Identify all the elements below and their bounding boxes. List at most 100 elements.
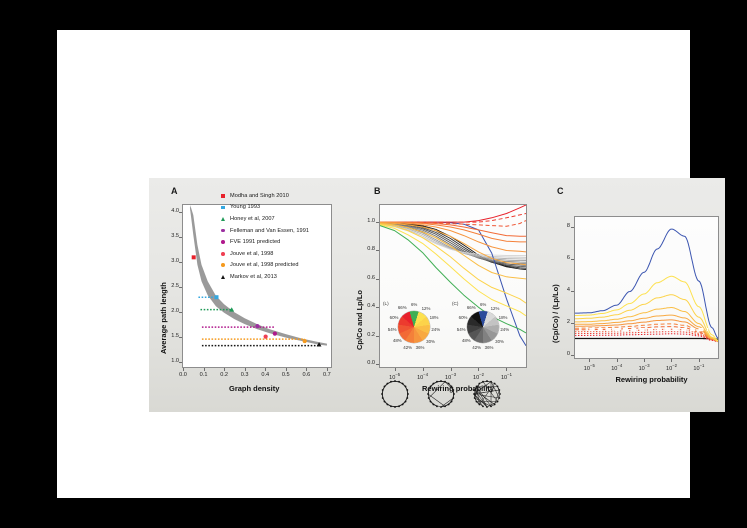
panel-b-y-tick: 0.0 xyxy=(367,360,375,367)
pie-slice-label: 12% xyxy=(421,305,431,311)
panel-b-y-axis-label: Cp/Co and Lp/Lo xyxy=(355,290,364,350)
panel-b-x-tick: 10−2 xyxy=(472,372,484,381)
panel-c-x-tickmark xyxy=(671,359,673,362)
panel-b-x-tickmark xyxy=(422,368,424,371)
panel-c-x-tick: 10−5 xyxy=(583,363,595,372)
panel-c-y-tick: 4 xyxy=(566,286,570,293)
panel-b-x-tickmark xyxy=(506,368,508,371)
panel-a: A Average path length Graph density 1.0 1… xyxy=(149,178,349,412)
panel-b-y-tick: 0.2 xyxy=(367,331,375,338)
panel-a-plot-area xyxy=(182,204,332,368)
legend-marker-icon xyxy=(219,227,227,235)
pie-slice-label: 42% xyxy=(472,345,482,351)
panel-a-y-axis-label: Average path length xyxy=(159,282,168,354)
panel-a-x-tick: 0.7 xyxy=(322,372,331,378)
panel-b-y-tickmark xyxy=(376,364,379,366)
panel-a-x-tick: 0.1 xyxy=(199,372,208,378)
figure-composite: A Average path length Graph density 1.0 1… xyxy=(149,178,725,412)
legend-label: Jouve et al, 1998 xyxy=(230,250,274,257)
panel-a-y-tick: 4.0 xyxy=(171,208,179,215)
panel-c-letter: C xyxy=(557,186,564,196)
panel-c-plot-area xyxy=(574,216,719,359)
panel-c-y-tick: 0 xyxy=(566,350,570,357)
pie-slice-label: 30% xyxy=(495,338,504,344)
panel-a-y-tickmark xyxy=(179,362,182,363)
legend-item: Honey et al, 2007 xyxy=(219,213,309,225)
pie-slice-label: 24% xyxy=(431,327,441,333)
panel-c-x-tick: 10−4 xyxy=(611,363,623,372)
legend-marker-icon xyxy=(219,215,227,223)
panel-a-y-tickmark xyxy=(179,262,182,264)
panel-a-x-tickmark xyxy=(285,368,287,371)
pie-l-disc xyxy=(398,311,430,343)
panel-c-y-tick: 2 xyxy=(566,318,570,325)
panel-b-x-tick: 10−4 xyxy=(417,372,429,381)
panel-a-y-tickmark xyxy=(179,287,182,289)
panel-a-y-tick: 2.5 xyxy=(171,283,179,290)
legend-item: FVE 1991 predicted xyxy=(219,236,309,248)
pie-slice-label: 12% xyxy=(490,305,500,311)
panel-c-x-tickmark xyxy=(616,359,618,362)
panel-c-x-tickmark xyxy=(698,359,700,362)
panel-c-y-tickmark xyxy=(571,290,574,292)
legend-marker-icon xyxy=(219,261,227,269)
panel-b-y-tickmark xyxy=(376,335,379,337)
panel-b-y-tick: 0.8 xyxy=(367,246,375,253)
pie-c-disc xyxy=(467,311,499,343)
panel-a-x-tickmark xyxy=(306,368,308,371)
panel-a-x-tick: 0.3 xyxy=(240,372,249,378)
pie-slice-label: 60% xyxy=(458,314,468,320)
panel-b-y-tickmark xyxy=(376,278,379,280)
panel-c-y-tickmark xyxy=(571,258,574,260)
panel-b-x-axis-label: Rewiring probability xyxy=(422,384,495,393)
panel-a-y-tick: 3.0 xyxy=(171,258,179,265)
legend-label: Young 1993 xyxy=(230,204,261,211)
panel-b-x-tickmark xyxy=(450,368,452,371)
legend-item: Jouve et al, 1998 predicted xyxy=(219,260,309,272)
legend-label: Modha and Singh 2010 xyxy=(230,192,289,199)
pie-c-tag: (C) xyxy=(452,301,459,306)
panel-a-y-tick: 1.0 xyxy=(171,358,179,364)
panel-b-y-tickmark xyxy=(376,307,379,309)
panel-b-x-tick: 10−3 xyxy=(445,372,457,381)
panel-a-y-tick: 3.5 xyxy=(171,233,179,240)
pie-slice-label: 18% xyxy=(498,314,508,320)
panel-c-y-tickmark xyxy=(571,226,574,228)
panel-c-y-tick: 6 xyxy=(566,254,570,261)
panel-a-x-tickmark xyxy=(265,368,267,371)
panel-c-x-tick: 10−1 xyxy=(693,363,705,372)
legend-item: Young 1993 xyxy=(219,202,309,214)
panel-a-y-tickmark xyxy=(179,237,182,239)
panel-a-x-tickmark xyxy=(224,368,226,371)
pie-slice-label: 60% xyxy=(389,314,399,320)
pie-slice-label: 66% xyxy=(466,305,476,311)
network-diagram-random xyxy=(465,374,509,414)
panel-c-y-tick: 8 xyxy=(566,222,570,229)
legend-label: FVE 1991 predicted xyxy=(230,239,281,246)
panel-c-y-axis-label: (Cp/Co) / (Lp/Lo) xyxy=(551,284,560,343)
panel-b-x-tickmark xyxy=(394,368,396,371)
pie-slice-label: 30% xyxy=(426,338,435,344)
panel-a-y-tickmark xyxy=(179,212,182,214)
panel-a-letter: A xyxy=(171,186,178,196)
panel-b-x-tick: 10−1 xyxy=(500,372,512,381)
pie-slice-label: 24% xyxy=(500,327,510,333)
panel-b-x-tickmark xyxy=(478,368,480,371)
legend-marker-icon xyxy=(219,192,227,200)
pie-slice-label: 6% xyxy=(410,302,418,307)
panel-b-y-tick: 0.6 xyxy=(367,274,375,281)
network-diagram-smallworld xyxy=(419,374,463,414)
panel-a-y-tickmark xyxy=(179,312,182,314)
panel-b-y-tick: 1.0 xyxy=(367,218,375,225)
panel-c-x-axis-label: Rewiring probability xyxy=(615,375,688,384)
panel-a-x-tickmark xyxy=(244,368,246,371)
legend-label: Honey et al, 2007 xyxy=(230,215,275,222)
panel-c-y-tickmark xyxy=(571,354,574,356)
panel-a-x-tickmark xyxy=(203,368,205,371)
panel-c-x-tick: 10−2 xyxy=(665,363,677,372)
panel-b: B (L) 6% 12% 18% 24% 30% 36% 42% 48% 54% 60% 66% (… xyxy=(349,178,539,412)
pie-slice-label: 36% xyxy=(484,345,494,351)
panel-a-x-tick: 0.5 xyxy=(281,372,290,378)
panel-b-y-tickmark xyxy=(376,222,379,224)
